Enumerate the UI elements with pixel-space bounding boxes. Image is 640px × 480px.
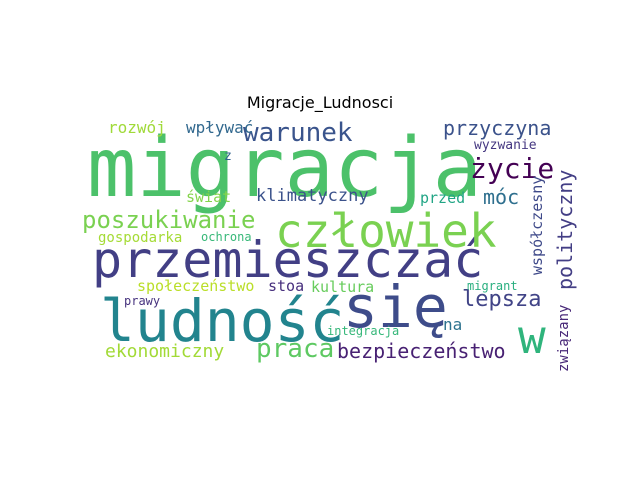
word-sie: się: [343, 273, 448, 341]
word-przemieszczac: przemieszczać: [92, 231, 484, 289]
word-integracja: integracja: [327, 324, 400, 338]
word-czlowiek: człowiek: [275, 204, 497, 258]
word-ekonomiczny: ekonomiczny: [105, 341, 225, 362]
word-gospodarka: gospodarka: [98, 230, 183, 246]
word-na: na: [443, 315, 463, 334]
word-prawy: prawy: [124, 294, 161, 308]
word-wplywac: wpływać: [186, 118, 254, 137]
word-polityczny: polityczny: [553, 169, 577, 290]
word-praca: praca: [256, 334, 335, 364]
word-migrant: migrant: [467, 279, 518, 293]
word-migracja: migracja: [87, 121, 482, 216]
word-spoleczenstwo: społeczeństwo: [137, 277, 255, 295]
word-moc: móc: [483, 185, 520, 209]
word-stoa: stoa: [268, 277, 305, 295]
word-zycie: życie: [470, 152, 555, 185]
word-ludnosc: ludność: [100, 287, 345, 355]
word-zwiazany: związany: [556, 304, 572, 372]
word-rozwoj: rozwój: [108, 118, 166, 137]
word-wspolczesny: współczesny: [528, 175, 546, 275]
word-poszukiwanie: poszukiwanie: [82, 206, 256, 234]
chart-title: Migracje_Ludnosci: [246, 93, 394, 112]
word-lepsza: lepsza: [462, 287, 542, 312]
word-warunek: warunek: [243, 118, 353, 148]
word-wyzwanie: wyzwanie: [474, 138, 537, 153]
word-swiat: świat: [186, 188, 232, 206]
word-w: w: [518, 310, 546, 364]
word-przed: przed: [420, 189, 466, 207]
word-przyczyna: przyczyna: [443, 116, 552, 140]
word-ochrona: ochrona: [201, 230, 252, 244]
word-klimatyczny: klimatyczny: [256, 186, 369, 206]
word-z: z: [224, 149, 232, 164]
word-kultura: kultura: [311, 278, 375, 296]
word-bezpieczenstwo: bezpieczeństwo: [337, 339, 506, 363]
